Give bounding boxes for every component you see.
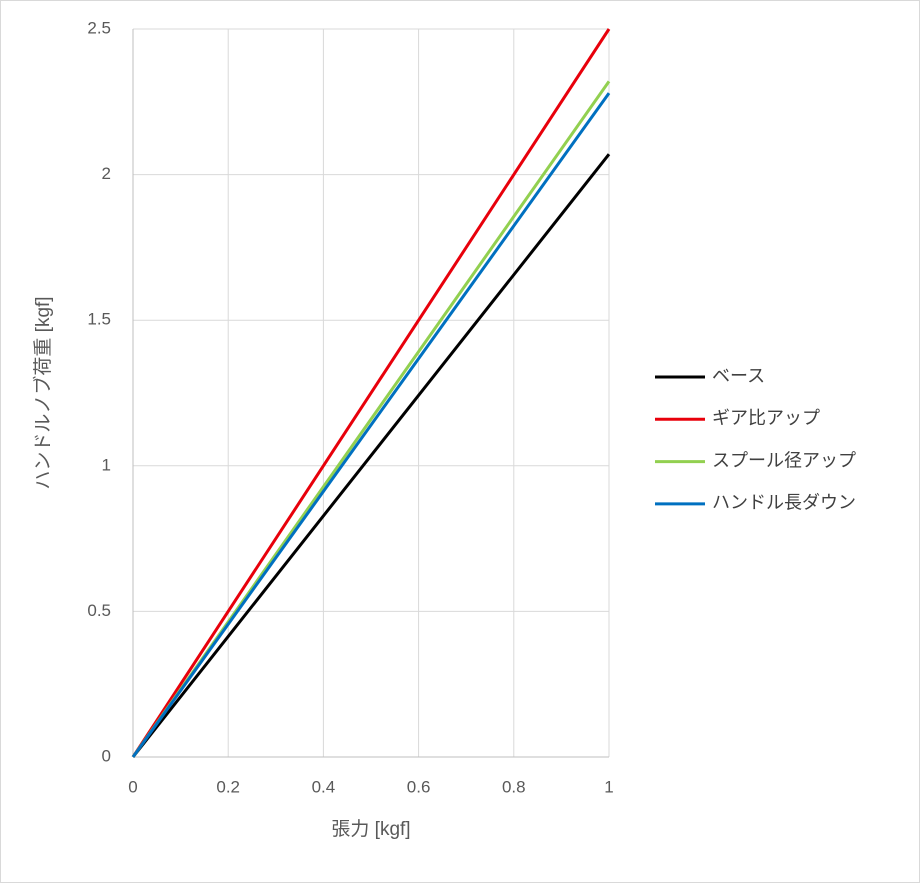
x-tick-label: 0.4 [312, 777, 336, 796]
x-tick-label: 0.2 [216, 777, 240, 796]
y-tick-label: 0 [102, 746, 111, 765]
x-tick-label: 1 [604, 777, 613, 796]
x-axis-title: 張力 [kgf] [331, 818, 410, 840]
y-tick-label: 2 [102, 164, 111, 183]
y-tick-label: 1 [102, 455, 111, 474]
x-tick-label: 0.6 [407, 777, 431, 796]
y-tick-label: 2.5 [87, 18, 111, 37]
series-line [131, 92, 611, 758]
series-line [131, 153, 611, 758]
y-tick-label: 1.5 [87, 310, 111, 329]
y-tick-label: 0.5 [87, 601, 111, 620]
x-tick-label: 0.8 [502, 777, 526, 796]
x-tick-label: 0 [128, 777, 137, 796]
legend-text: ハンドル長ダウン [712, 493, 856, 513]
legend-text: ギア比アップ [712, 408, 820, 428]
legend-text: スプール径アップ [712, 450, 856, 470]
y-axis-title: ハンドルノブ荷重 [kgf] [31, 296, 54, 489]
legend-text: ベース [712, 366, 765, 386]
series-line [131, 28, 611, 758]
